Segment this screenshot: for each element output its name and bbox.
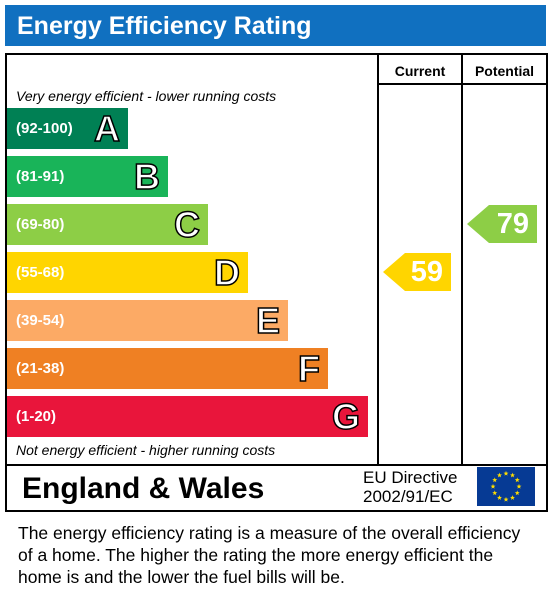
- band-letter: A: [94, 108, 120, 149]
- region-label: England & Wales: [22, 472, 264, 506]
- band-range-label: (39-54): [16, 312, 64, 329]
- eu-flag-icon: [477, 467, 535, 506]
- eu-directive: EU Directive 2002/91/EC: [363, 468, 457, 506]
- band-range-label: (69-80): [16, 216, 64, 233]
- rating-chart: Current Potential Very energy efficient …: [5, 53, 548, 466]
- band-range-label: (1-20): [16, 408, 56, 425]
- band-letter: F: [298, 348, 320, 389]
- flag-star-icon: [497, 473, 502, 478]
- directive-line-1: EU Directive: [363, 468, 457, 487]
- current-rating-arrow-value: 59: [411, 253, 443, 291]
- current-rating-arrow: 59: [383, 253, 451, 291]
- chart-footer: England & Wales EU Directive 2002/91/EC: [5, 462, 548, 512]
- rating-description: The energy efficiency rating is a measur…: [18, 522, 538, 588]
- potential-rating-arrow: 79: [467, 205, 537, 243]
- band-range-label: (21-38): [16, 360, 64, 377]
- bottom-efficiency-note: Not energy efficient - higher running co…: [16, 442, 275, 458]
- flag-star-icon: [504, 497, 509, 502]
- band-g: (1-20) G: [7, 396, 368, 437]
- flag-star-icon: [492, 490, 497, 495]
- potential-column-header: Potential: [463, 63, 546, 79]
- current-column-divider: [377, 55, 379, 464]
- band-letter: G: [332, 396, 360, 437]
- top-efficiency-note: Very energy efficient - lower running co…: [16, 88, 276, 104]
- flag-star-icon: [510, 495, 515, 500]
- flag-star-icon: [517, 484, 522, 489]
- band-letter: C: [174, 204, 200, 245]
- flag-star-icon: [510, 473, 515, 478]
- flag-star-icon: [491, 484, 496, 489]
- flag-star-icon: [515, 477, 520, 482]
- chart-header: Energy Efficiency Rating: [5, 5, 546, 46]
- potential-rating-arrow-value: 79: [497, 205, 529, 243]
- directive-line-2: 2002/91/EC: [363, 487, 457, 506]
- chart-title: Energy Efficiency Rating: [17, 12, 312, 41]
- flag-star-icon: [497, 495, 502, 500]
- flag-star-icon: [515, 490, 520, 495]
- flag-star-icon: [504, 471, 509, 476]
- band-letter: E: [256, 300, 280, 341]
- column-header-divider: [377, 83, 546, 85]
- band-c: (69-80) C: [7, 204, 208, 245]
- band-range-label: (92-100): [16, 120, 73, 137]
- current-column-header: Current: [379, 63, 461, 79]
- band-range-label: (55-68): [16, 264, 64, 281]
- band-a: (92-100) A: [7, 108, 128, 149]
- band-f: (21-38) F: [7, 348, 328, 389]
- flag-star-icon: [492, 477, 497, 482]
- band-letter: D: [214, 252, 240, 293]
- band-e: (39-54) E: [7, 300, 288, 341]
- band-letter: B: [134, 156, 160, 197]
- potential-column-divider: [461, 55, 463, 464]
- band-b: (81-91) B: [7, 156, 168, 197]
- band-d: (55-68) D: [7, 252, 248, 293]
- band-range-label: (81-91): [16, 168, 64, 185]
